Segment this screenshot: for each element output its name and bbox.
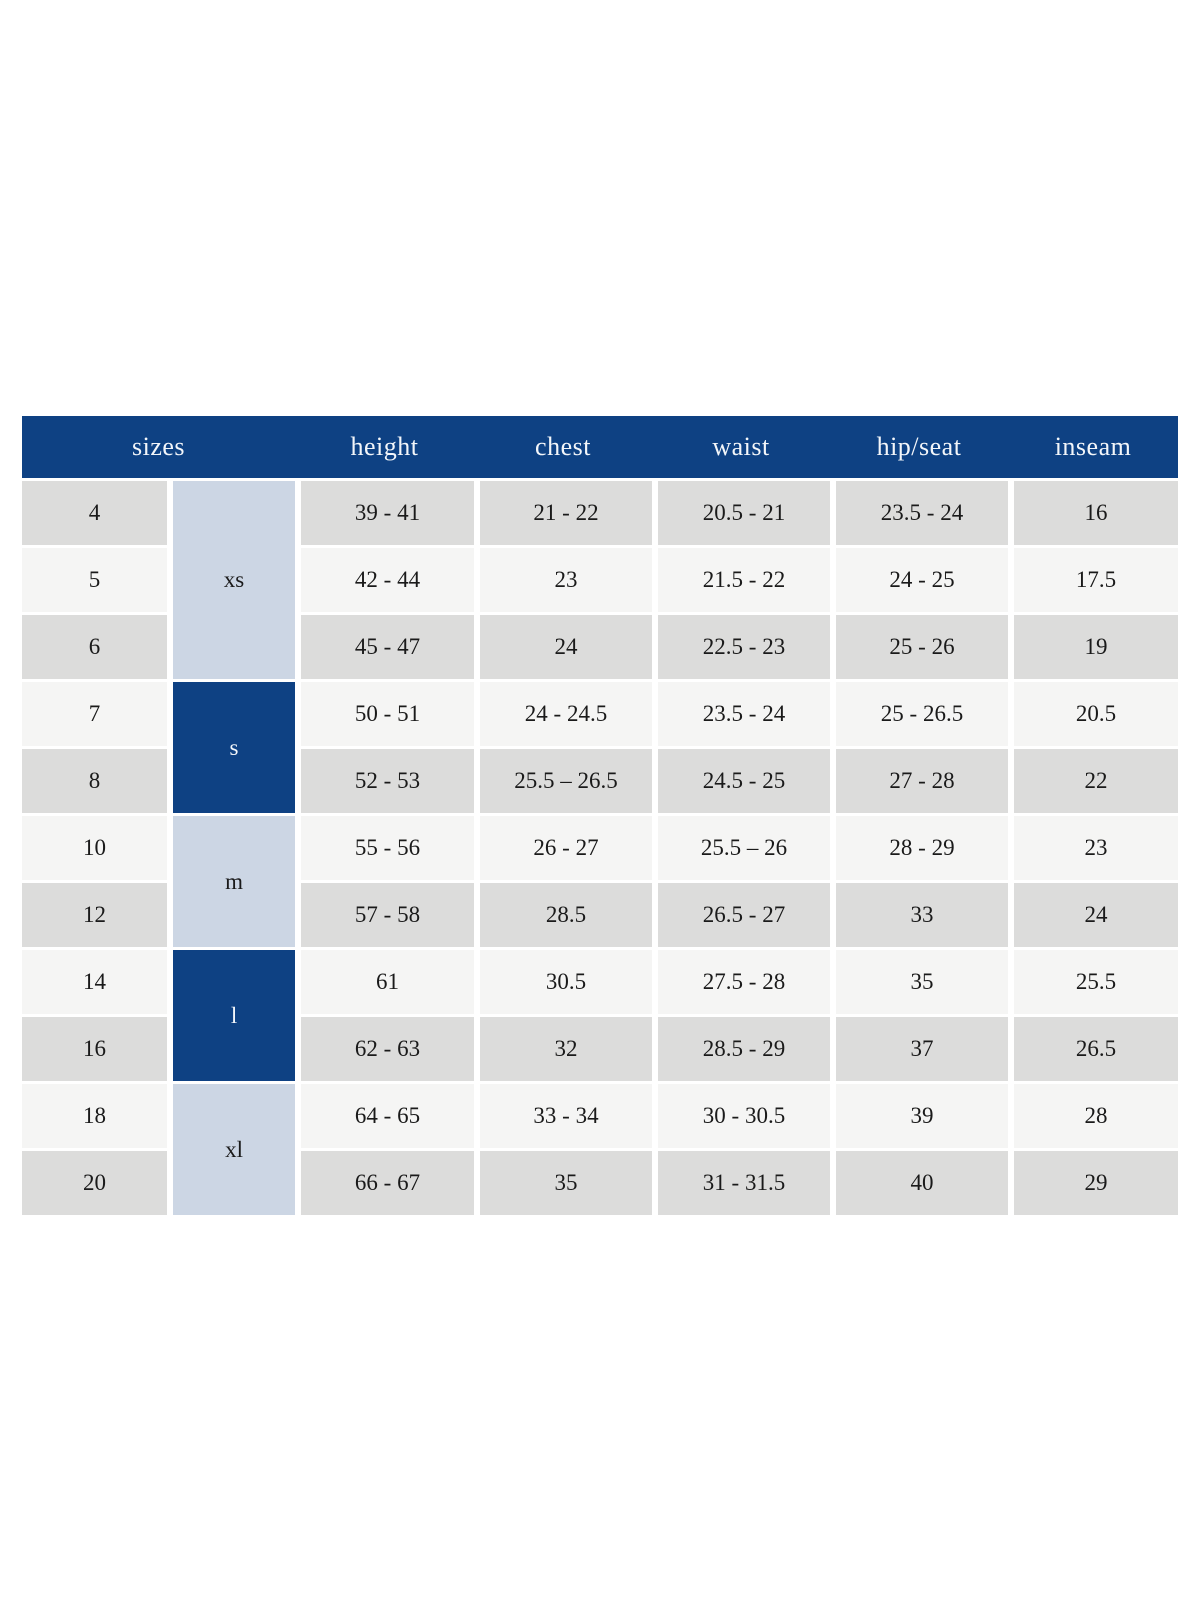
size-number-cell: 6 — [22, 612, 167, 679]
waist-cell: 23.5 - 24 — [652, 679, 831, 746]
inseam-cell: 29 — [1008, 1148, 1179, 1215]
table-row: 12 57 - 58 28.5 26.5 - 27 33 24 — [22, 880, 1179, 947]
size-number-cell: 4 — [22, 478, 167, 545]
hip-seat-cell: 23.5 - 24 — [830, 478, 1009, 545]
chest-cell: 23 — [474, 545, 653, 612]
hip-seat-cell: 28 - 29 — [830, 813, 1009, 880]
size-number-cell: 5 — [22, 545, 167, 612]
table-row: 20 66 - 67 35 31 - 31.5 40 29 — [22, 1148, 1179, 1215]
size-chart: sizes height chest waist hip/seat inseam… — [22, 416, 1179, 1215]
column-header-chest: chest — [474, 416, 653, 478]
size-table-body: 4 xs 39 - 41 21 - 22 20.5 - 21 23.5 - 24 16 5 42… — [22, 478, 1179, 1215]
table-row: 6 45 - 47 24 22.5 - 23 25 - 26 19 — [22, 612, 1179, 679]
size-number-cell: 16 — [22, 1014, 167, 1081]
height-cell: 39 - 41 — [295, 478, 475, 545]
chest-cell: 32 — [474, 1014, 653, 1081]
chest-cell: 21 - 22 — [474, 478, 653, 545]
waist-cell: 27.5 - 28 — [652, 947, 831, 1014]
size-group-cell-s: s — [167, 679, 296, 813]
chest-cell: 26 - 27 — [474, 813, 653, 880]
inseam-cell: 16 — [1008, 478, 1179, 545]
hip-seat-cell: 35 — [830, 947, 1009, 1014]
table-row: 7 s 50 - 51 24 - 24.5 23.5 - 24 25 - 26.5 20.5 — [22, 679, 1179, 813]
height-cell: 62 - 63 — [295, 1014, 475, 1081]
column-header-hip-seat: hip/seat — [830, 416, 1009, 478]
chest-cell: 24 — [474, 612, 653, 679]
height-cell: 42 - 44 — [295, 545, 475, 612]
hip-seat-cell: 39 — [830, 1081, 1009, 1148]
size-number-cell: 7 — [22, 679, 167, 746]
size-number-cell: 20 — [22, 1148, 167, 1215]
height-cell: 55 - 56 — [295, 813, 475, 880]
size-chart-header: sizes height chest waist hip/seat inseam — [22, 416, 1179, 478]
inseam-cell: 24 — [1008, 880, 1179, 947]
size-chart-table: sizes height chest waist hip/seat inseam… — [22, 416, 1179, 1215]
column-header-inseam: inseam — [1008, 416, 1179, 478]
size-group-cell-xl: xl — [167, 1081, 296, 1215]
column-header-height: height — [295, 416, 475, 478]
waist-cell: 20.5 - 21 — [652, 478, 831, 545]
table-row: 5 42 - 44 23 21.5 - 22 24 - 25 17.5 — [22, 545, 1179, 612]
table-row: 16 62 - 63 32 28.5 - 29 37 26.5 — [22, 1014, 1179, 1081]
size-group-cell-l: l — [167, 947, 296, 1081]
hip-seat-cell: 24 - 25 — [830, 545, 1009, 612]
height-cell: 61 — [295, 947, 475, 1014]
inseam-cell: 25.5 — [1008, 947, 1179, 1014]
size-group-cell-m: m — [167, 813, 296, 947]
chest-cell: 24 - 24.5 — [474, 679, 653, 746]
table-row: 10 m 55 - 56 26 - 27 25.5 – 26 28 - 29 23 — [22, 813, 1179, 947]
inseam-cell: 22 — [1008, 746, 1179, 813]
inseam-cell: 20.5 — [1008, 679, 1179, 746]
chest-cell: 25.5 – 26.5 — [474, 746, 653, 813]
table-row: 18 xl 64 - 65 33 - 34 30 - 30.5 39 28 — [22, 1081, 1179, 1215]
waist-cell: 31 - 31.5 — [652, 1148, 831, 1215]
table-row: 14 l 61 30.5 27.5 - 28 35 25.5 — [22, 947, 1179, 1081]
waist-cell: 28.5 - 29 — [652, 1014, 831, 1081]
inseam-cell: 23 — [1008, 813, 1179, 880]
inseam-cell: 19 — [1008, 612, 1179, 679]
hip-seat-cell: 27 - 28 — [830, 746, 1009, 813]
waist-cell: 24.5 - 25 — [652, 746, 831, 813]
height-cell: 50 - 51 — [295, 679, 475, 746]
hip-seat-cell: 25 - 26.5 — [830, 679, 1009, 746]
size-number-cell: 14 — [22, 947, 167, 1014]
hip-seat-cell: 40 — [830, 1148, 1009, 1215]
waist-cell: 25.5 – 26 — [652, 813, 831, 880]
table-row: 4 xs 39 - 41 21 - 22 20.5 - 21 23.5 - 24 16 — [22, 478, 1179, 679]
size-number-cell: 18 — [22, 1081, 167, 1148]
chest-cell: 35 — [474, 1148, 653, 1215]
height-cell: 52 - 53 — [295, 746, 475, 813]
size-number-cell: 10 — [22, 813, 167, 880]
inseam-cell: 28 — [1008, 1081, 1179, 1148]
column-header-waist: waist — [652, 416, 831, 478]
height-cell: 64 - 65 — [295, 1081, 475, 1148]
header-row: sizes height chest waist hip/seat inseam — [22, 416, 1179, 478]
height-cell: 57 - 58 — [295, 880, 475, 947]
table-row: 8 52 - 53 25.5 – 26.5 24.5 - 25 27 - 28 22 — [22, 746, 1179, 813]
chest-cell: 28.5 — [474, 880, 653, 947]
hip-seat-cell: 25 - 26 — [830, 612, 1009, 679]
column-header-sizes: sizes — [22, 416, 296, 478]
inseam-cell: 17.5 — [1008, 545, 1179, 612]
chest-cell: 33 - 34 — [474, 1081, 653, 1148]
size-number-cell: 8 — [22, 746, 167, 813]
hip-seat-cell: 33 — [830, 880, 1009, 947]
height-cell: 45 - 47 — [295, 612, 475, 679]
hip-seat-cell: 37 — [830, 1014, 1009, 1081]
inseam-cell: 26.5 — [1008, 1014, 1179, 1081]
waist-cell: 30 - 30.5 — [652, 1081, 831, 1148]
size-group-cell-xs: xs — [167, 478, 296, 679]
waist-cell: 21.5 - 22 — [652, 545, 831, 612]
waist-cell: 26.5 - 27 — [652, 880, 831, 947]
height-cell: 66 - 67 — [295, 1148, 475, 1215]
chest-cell: 30.5 — [474, 947, 653, 1014]
waist-cell: 22.5 - 23 — [652, 612, 831, 679]
size-number-cell: 12 — [22, 880, 167, 947]
